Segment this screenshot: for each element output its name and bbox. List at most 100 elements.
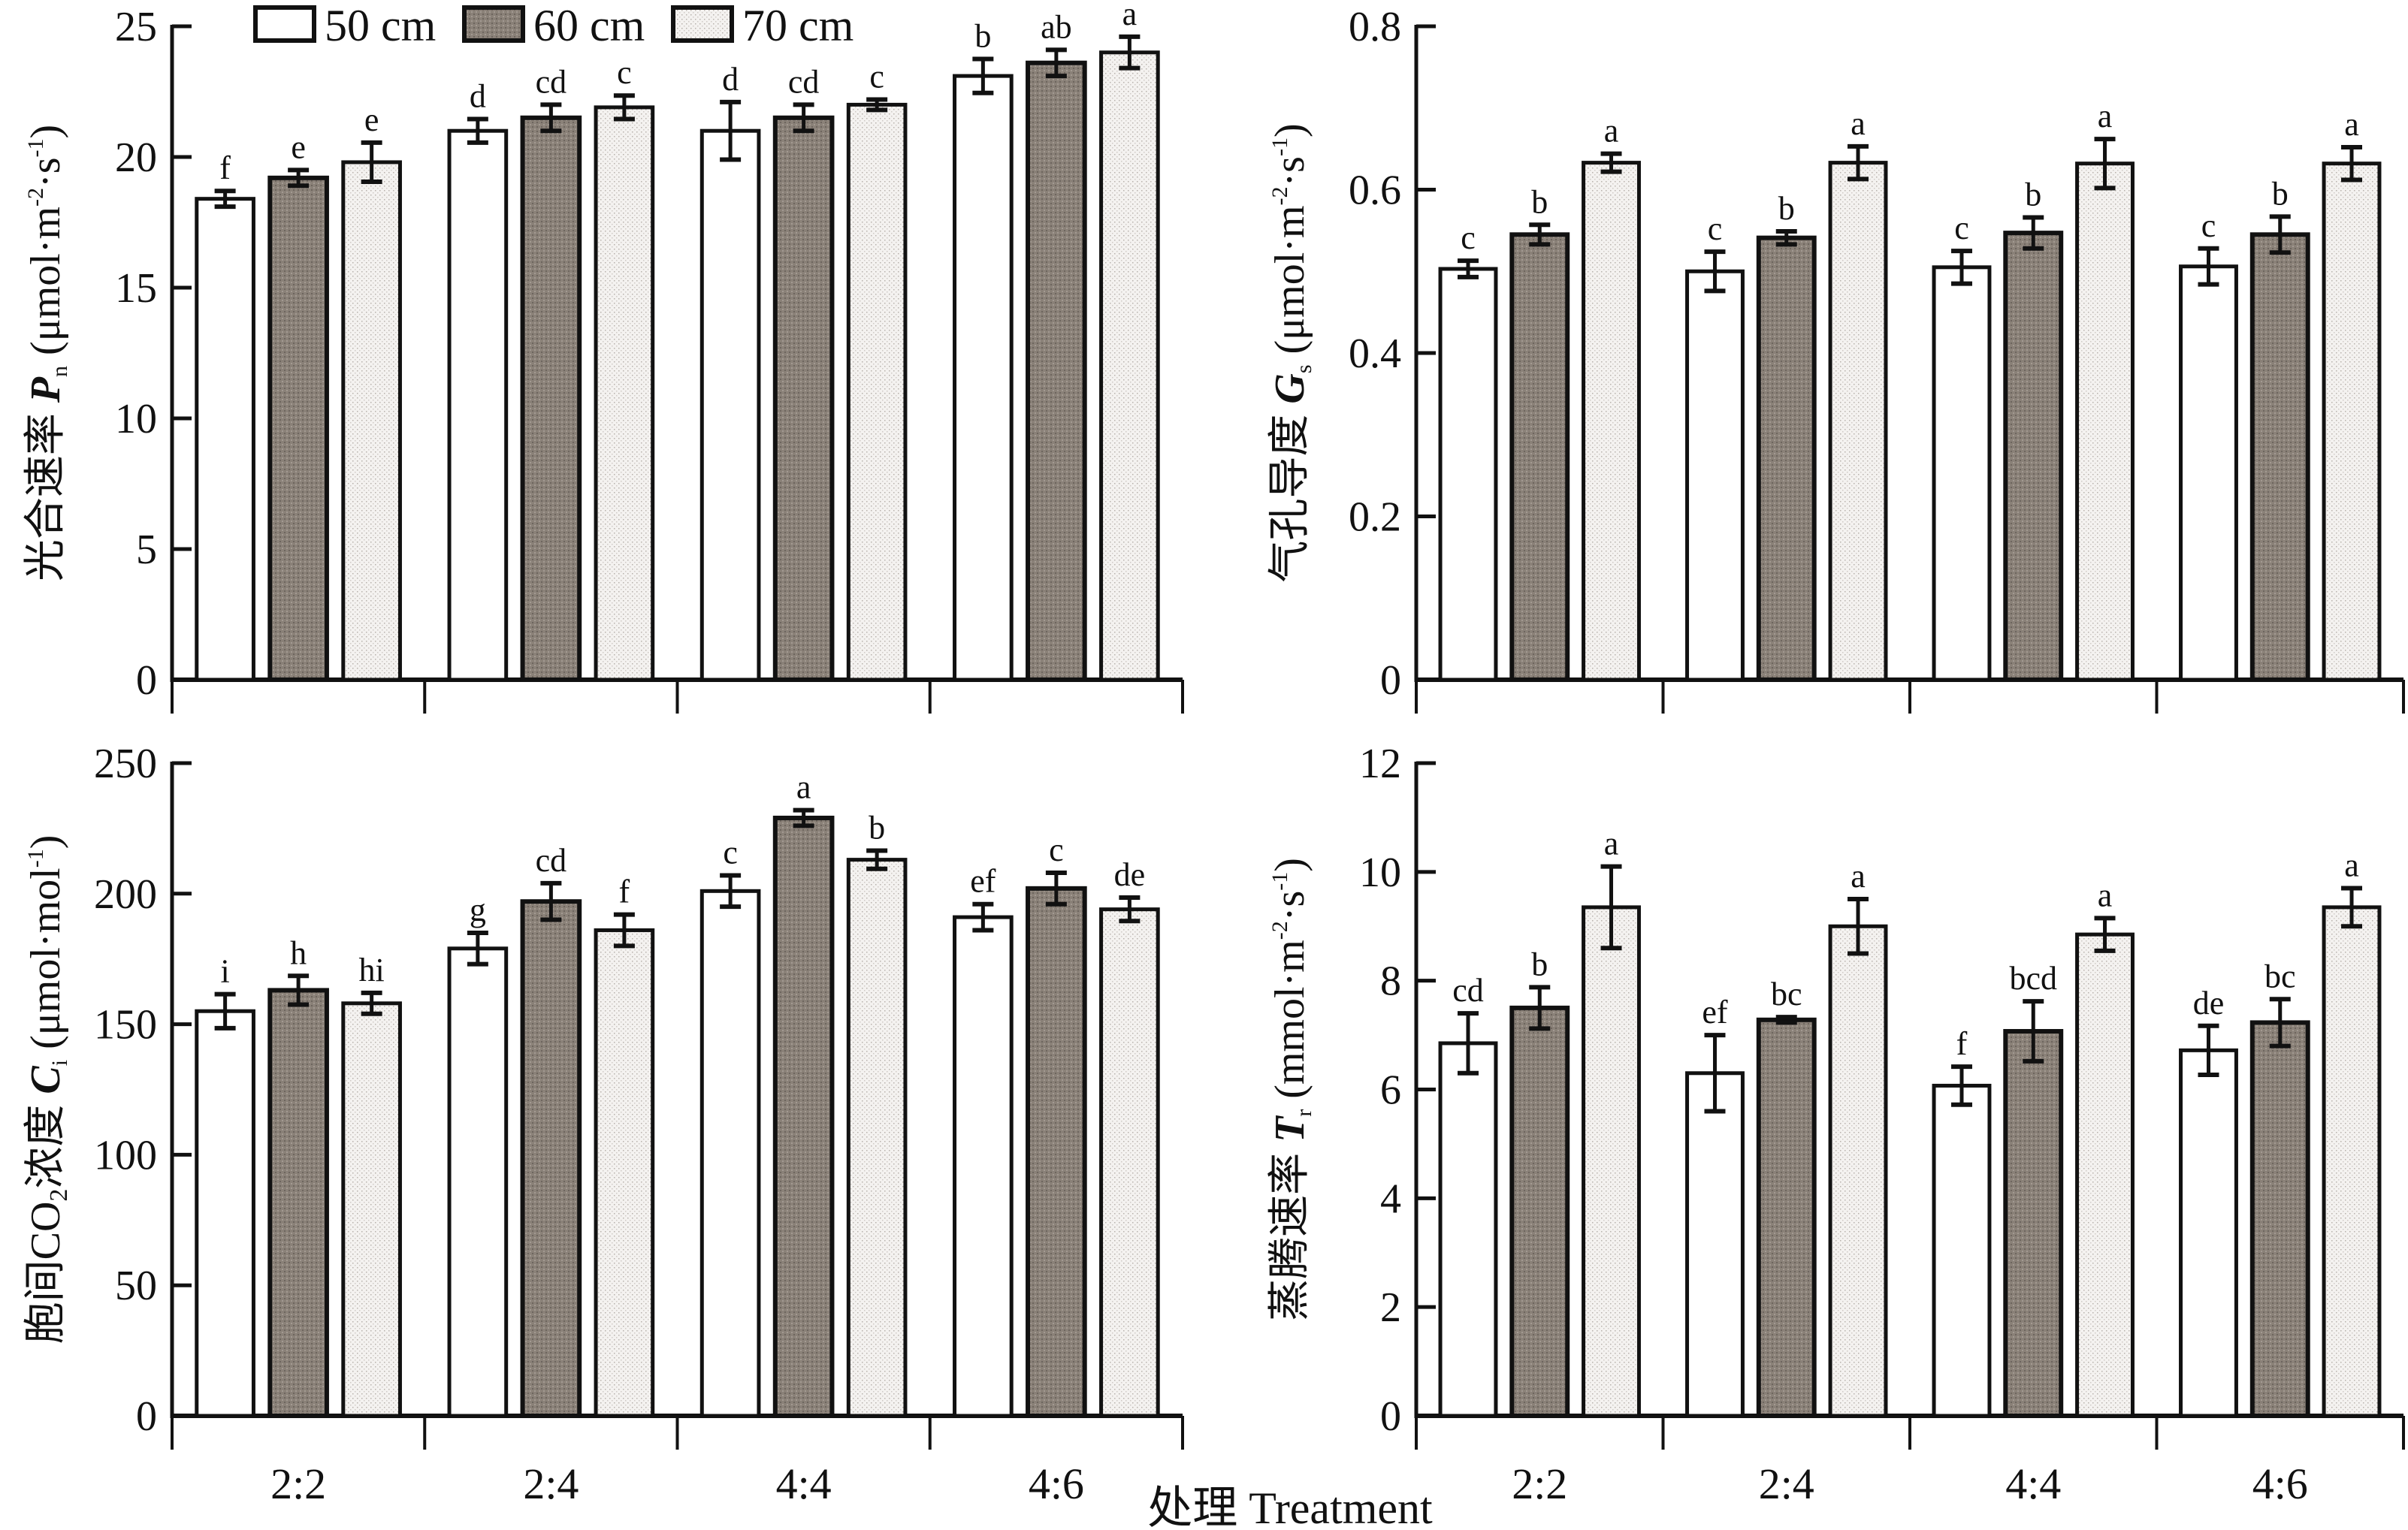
y-title-unit: (mmol·m (1267, 940, 1313, 1109)
bar-70cm (341, 160, 402, 682)
y-title-superscript: -1 (1267, 872, 1292, 891)
y-title-unit: ) (23, 835, 69, 849)
significance-letter: c (1461, 219, 1476, 256)
y-title-superscript: -1 (23, 849, 48, 868)
bar-70cm (2322, 161, 2382, 682)
bar-60cm (2003, 231, 2064, 682)
bar-50cm (953, 915, 1014, 1418)
y-tick-label: 0.6 (1349, 167, 1401, 214)
significance-letter: ef (1702, 994, 1728, 1031)
y-tick-label: 0 (1380, 657, 1401, 704)
significance-letter: ef (970, 863, 996, 900)
y-tick-label: 150 (94, 1002, 157, 1049)
bar-70cm (1099, 50, 1160, 682)
y-title-symbol: C (23, 1066, 69, 1094)
y-title-text: 胞间CO (23, 1202, 69, 1344)
significance-letter: de (1114, 856, 1146, 893)
bar-70cm (2075, 932, 2135, 1418)
significance-letter: bc (1771, 976, 1802, 1012)
y-title-subscript: i (47, 1060, 72, 1066)
bar-60cm (1756, 1017, 1817, 1418)
y-axis-title: 蒸腾速率 Tr (mmol·m-2·s-1) (1267, 858, 1316, 1321)
bar-50cm (1932, 265, 1992, 682)
y-title-sub: 2 (45, 1189, 73, 1202)
y-title-superscript: -1 (23, 138, 48, 157)
bar-60cm (267, 988, 329, 1418)
y-title-unit: (μmol·m (1267, 205, 1313, 364)
bar-50cm (195, 1009, 255, 1418)
bar-60cm (267, 175, 329, 682)
significance-letter: hi (359, 952, 385, 988)
y-title-unit: ·s (1267, 891, 1313, 921)
y-title-symbol: G (1267, 373, 1313, 403)
bar-70cm (341, 1001, 402, 1418)
significance-letter: de (2193, 985, 2225, 1022)
y-title-text: 气孔导度 (1267, 404, 1313, 583)
significance-letter: a (2344, 106, 2359, 143)
legend-item-50cm: 50 cm (253, 1, 436, 50)
bar-60cm (2249, 1020, 2310, 1418)
y-title-symbol: T (1267, 1115, 1313, 1142)
bar-50cm (447, 128, 509, 682)
legend-swatch-70cm (671, 5, 734, 43)
y-title-superscript: -2 (23, 188, 48, 207)
significance-letter: f (219, 149, 231, 186)
y-tick-label: 15 (115, 265, 157, 312)
significance-letter: b (1531, 183, 1548, 220)
y-tick-label: 2 (1380, 1284, 1401, 1331)
y-title-unit: ·s (23, 157, 69, 187)
bar-50cm (953, 74, 1014, 682)
bar-60cm (1509, 232, 1570, 682)
x-category-label: 2:2 (1512, 1459, 1567, 1508)
significance-letter: a (2098, 877, 2113, 913)
bar-60cm (772, 815, 835, 1418)
significance-letter: b (869, 809, 885, 846)
y-tick-label: 100 (94, 1132, 157, 1178)
bar-60cm (2003, 1029, 2064, 1418)
significance-letter: g (470, 892, 486, 928)
y-tick-label: 0.4 (1349, 330, 1401, 377)
significance-letter: c (1954, 210, 1969, 246)
y-title-subscript: n (47, 366, 72, 377)
bar-50cm (2179, 264, 2238, 682)
significance-letter: c (617, 54, 632, 91)
significance-letter: c (1708, 210, 1723, 247)
y-tick-label: 20 (115, 134, 157, 181)
panel-intercellular-co2: 0 50 100 150 200 250 2:2 2:4 4:4 4:6 i g c ef h cd a c hi f… (23, 741, 1184, 1508)
bar-50cm (1932, 1083, 1992, 1418)
legend-swatch-60cm (462, 5, 525, 43)
legend-item-70cm: 70 cm (671, 1, 854, 50)
y-title-text: 蒸腾速率 (1267, 1142, 1313, 1321)
y-tick-label: 0 (1380, 1393, 1401, 1440)
y-axis-title: 胞间CO2浓度 Ci (μmol·mol-1) (23, 835, 73, 1344)
y-axis-title: 光合速率 Pn (μmol·m-2·s-1) (23, 125, 72, 581)
legend-label-50cm: 50 cm (325, 1, 436, 50)
significance-letter: c (723, 834, 738, 871)
bar-50cm (1438, 267, 1498, 682)
y-tick-label: 5 (136, 527, 157, 573)
bar-60cm (2249, 232, 2310, 682)
legend: 50 cm 60 cm 70 cm (253, 1, 854, 50)
bar-60cm (520, 899, 582, 1418)
legend-item-60cm: 60 cm (462, 1, 645, 50)
y-title-text: 浓度 (23, 1094, 69, 1189)
legend-label-70cm: 70 cm (742, 1, 854, 50)
significance-letter: b (1778, 190, 1795, 227)
significance-letter: bcd (2009, 960, 2057, 997)
significance-letter: e (364, 101, 379, 138)
significance-letter: cd (1452, 972, 1484, 1009)
bar-60cm (1026, 886, 1087, 1418)
significance-letter: bc (2264, 958, 2296, 994)
significance-letter: ab (1041, 8, 1072, 45)
bar-50cm (699, 128, 761, 682)
y-title-superscript: -2 (1267, 921, 1292, 940)
bar-70cm (1828, 924, 1888, 1418)
significance-letter: h (290, 934, 307, 971)
significance-letter: cd (536, 63, 567, 100)
x-category-label: 2:4 (1759, 1459, 1814, 1508)
y-title-unit: (μmol·mol (23, 868, 69, 1060)
y-title-text: 光合速率 (23, 403, 69, 581)
significance-letter: a (2098, 98, 2113, 134)
legend-label-60cm: 60 cm (533, 1, 645, 50)
